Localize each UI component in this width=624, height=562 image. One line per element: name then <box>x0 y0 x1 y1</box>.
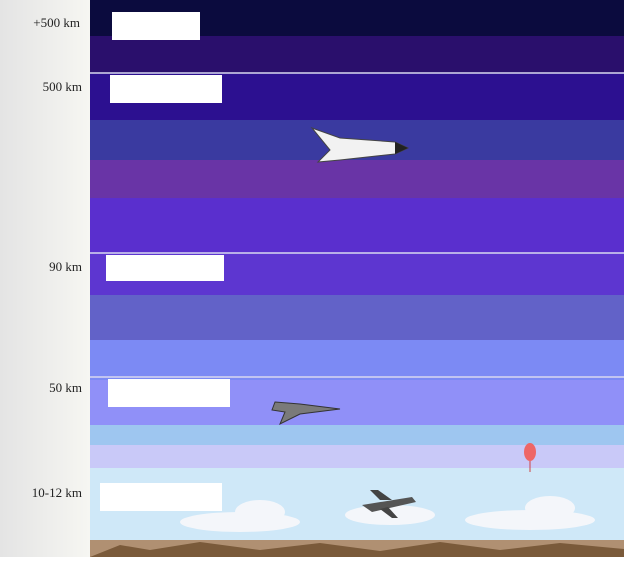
altitude-label: +500 km <box>33 15 80 30</box>
altitude-label: 50 km <box>49 380 82 395</box>
page: +500 km 500 km 90 km 50 km 10-12 km (() … <box>0 0 624 557</box>
altitude-label: 500 km <box>43 79 82 94</box>
altitude-label: 90 km <box>49 259 82 274</box>
atmosphere-diagram: +500 km 500 km 90 km 50 km 10-12 km <box>0 0 624 557</box>
altitude-label: 10-12 km <box>32 485 82 500</box>
